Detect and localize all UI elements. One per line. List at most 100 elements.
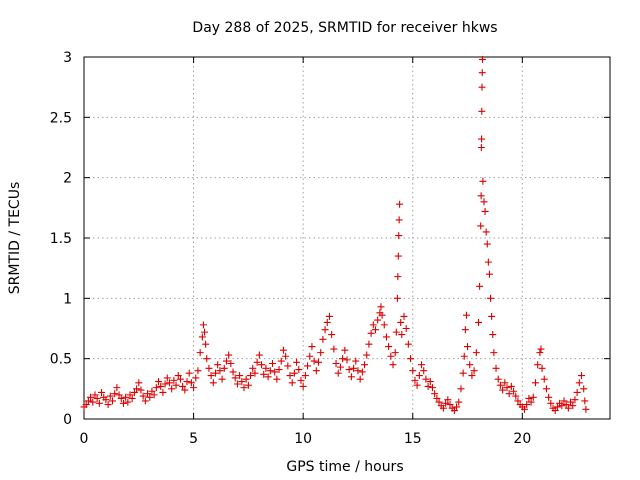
x-tick-label: 10 xyxy=(294,431,312,447)
y-axis-title: SRMTID / TECUs xyxy=(7,182,23,295)
data-point-marker xyxy=(453,403,461,411)
data-point-marker xyxy=(144,390,152,398)
data-point-marker xyxy=(168,385,176,393)
data-point-marker xyxy=(439,404,447,412)
data-point-marker xyxy=(485,270,493,278)
data-point-marker xyxy=(487,294,495,302)
data-point-marker xyxy=(460,352,468,360)
data-point-marker xyxy=(339,355,347,363)
data-point-marker xyxy=(258,361,266,369)
data-point-marker xyxy=(181,386,189,394)
data-point-marker xyxy=(102,396,110,404)
data-point-marker xyxy=(334,369,342,377)
y-tick-label: 2.5 xyxy=(50,110,72,126)
data-point-marker xyxy=(336,363,344,371)
data-point-marker xyxy=(323,318,331,326)
data-point-marker xyxy=(407,355,415,363)
data-point-marker xyxy=(545,393,553,401)
data-point-marker xyxy=(361,361,369,369)
data-point-marker xyxy=(146,393,154,401)
data-point-marker xyxy=(284,362,292,370)
data-point-marker xyxy=(534,361,542,369)
data-point-marker xyxy=(537,345,545,353)
data-point-marker xyxy=(393,294,401,302)
data-point-marker xyxy=(205,364,213,372)
data-point-marker xyxy=(185,369,193,377)
data-point-marker xyxy=(152,384,160,392)
data-point-marker xyxy=(279,346,287,354)
data-point-marker xyxy=(525,394,533,402)
data-point-marker xyxy=(172,381,180,389)
data-point-marker xyxy=(478,69,486,77)
data-point-marker xyxy=(247,372,255,380)
data-point-marker xyxy=(490,349,498,357)
data-point-marker xyxy=(442,399,450,407)
data-point-marker xyxy=(446,401,454,409)
data-point-marker xyxy=(262,364,270,372)
data-point-marker xyxy=(395,232,403,240)
x-tick-label: 20 xyxy=(513,431,531,447)
data-point-marker xyxy=(244,381,252,389)
data-point-marker xyxy=(347,373,355,381)
data-point-marker xyxy=(207,372,215,380)
data-point-marker xyxy=(394,273,402,281)
y-tick-label: 1 xyxy=(63,291,72,307)
data-point-marker xyxy=(317,349,325,357)
data-point-marker xyxy=(478,83,486,91)
data-point-marker xyxy=(494,375,502,383)
data-point-marker xyxy=(479,177,487,185)
data-point-marker xyxy=(233,380,241,388)
data-point-marker xyxy=(459,369,467,377)
data-point-marker xyxy=(155,378,163,386)
data-point-marker xyxy=(98,388,106,396)
data-point-marker xyxy=(293,358,301,366)
data-point-marker xyxy=(148,387,156,395)
plot-frame xyxy=(83,56,611,420)
data-point-marker xyxy=(395,216,403,224)
data-point-marker xyxy=(400,312,408,320)
data-point-marker xyxy=(201,328,209,336)
data-point-marker xyxy=(389,361,397,369)
data-point-marker xyxy=(484,258,492,266)
data-point-marker xyxy=(582,405,590,413)
data-point-marker xyxy=(433,394,441,402)
data-point-marker xyxy=(356,375,364,383)
data-point-marker xyxy=(225,351,233,359)
data-point-marker xyxy=(321,326,329,334)
data-point-marker xyxy=(402,325,410,332)
x-tick-label: 0 xyxy=(80,431,89,447)
data-point-marker xyxy=(363,351,371,359)
data-point-marker xyxy=(343,356,351,364)
data-point-marker xyxy=(325,312,333,320)
data-point-marker xyxy=(222,357,230,365)
data-point-marker xyxy=(264,373,272,381)
data-point-marker xyxy=(199,321,207,329)
data-point-marker xyxy=(170,376,178,384)
data-point-marker xyxy=(477,222,485,230)
data-point-marker xyxy=(478,135,486,143)
data-point-marker xyxy=(358,368,366,376)
data-point-marker xyxy=(496,381,504,389)
data-point-marker xyxy=(424,382,432,390)
data-point-marker xyxy=(468,372,476,380)
data-point-marker xyxy=(540,375,548,383)
data-point-marker xyxy=(306,352,314,360)
data-point-marker xyxy=(282,352,290,360)
data-point-marker xyxy=(560,397,568,405)
data-markers xyxy=(80,55,590,415)
data-point-marker xyxy=(538,364,546,372)
data-point-marker xyxy=(365,340,373,348)
data-point-marker xyxy=(472,349,480,357)
data-point-marker xyxy=(377,303,385,311)
y-tick-label: 3 xyxy=(63,50,72,66)
data-point-marker xyxy=(575,379,583,387)
data-point-marker xyxy=(413,381,421,389)
data-point-marker xyxy=(396,200,404,208)
data-point-marker xyxy=(209,379,217,387)
data-point-marker xyxy=(431,390,439,398)
data-point-marker xyxy=(332,359,340,367)
data-point-marker xyxy=(398,331,406,339)
data-point-marker xyxy=(404,340,412,348)
data-point-marker xyxy=(216,367,224,375)
data-point-marker xyxy=(470,367,478,375)
